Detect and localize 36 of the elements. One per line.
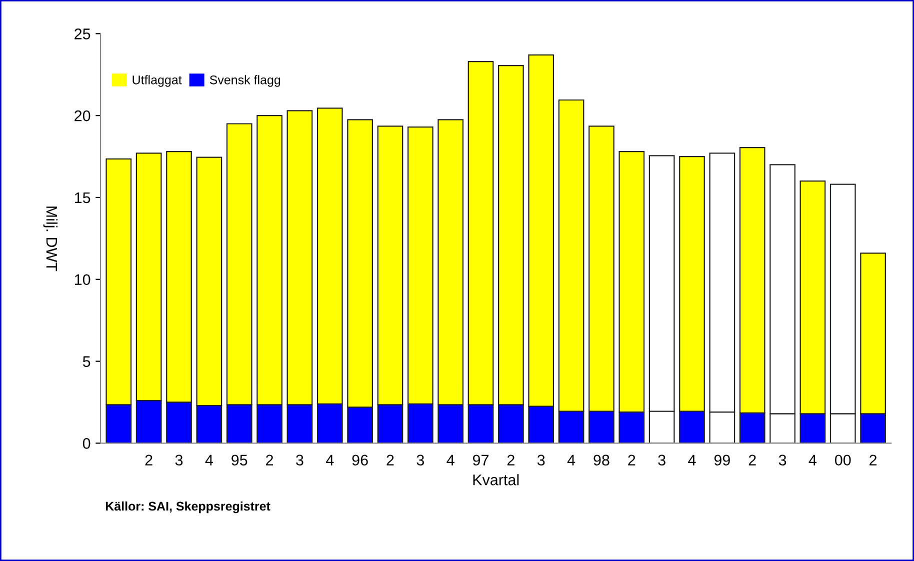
x-tick-label: 98 [594, 454, 610, 466]
x-tick-label: 2 [386, 454, 394, 466]
y-tick-label: 20 [74, 110, 90, 122]
x-tick-label: 3 [658, 454, 666, 466]
x-tick-label: 99 [714, 454, 730, 466]
legend-label: Svensk flagg [210, 75, 280, 87]
x-tick-label: 4 [567, 454, 576, 466]
text: Källor: SAI, Skeppsregistret [106, 501, 270, 514]
y-tick-label: 10 [74, 274, 90, 286]
x-tick-label: 95 [232, 454, 248, 466]
y-tick-label: 0 [82, 438, 90, 449]
x-tick-label: 3 [416, 454, 424, 466]
x-tick-label: 2 [266, 454, 274, 466]
x-tick-label: 3 [296, 454, 304, 466]
x-tick-label: 2 [748, 454, 756, 466]
x-tick-label: 2 [507, 454, 514, 466]
x-axis-title: Kvartal [473, 474, 519, 486]
x-tick-label: 4 [688, 454, 696, 466]
x-tick-label: 3 [175, 454, 183, 466]
x-tick-label: 2 [870, 454, 877, 466]
x-tick-label: 97 [472, 454, 488, 466]
x-tick-label: 2 [628, 454, 636, 466]
x-tick-label: 3 [778, 454, 786, 466]
y-tick-label: 25 [74, 28, 90, 40]
x-tick-label: 4 [446, 454, 454, 466]
x-tick-label: 4 [326, 454, 334, 466]
y-axis-title: Milj. DWT [43, 206, 58, 272]
legend-label: Utflaggat [132, 75, 182, 87]
y-tick-label: 5 [82, 356, 90, 367]
x-tick-label: 2 [145, 454, 152, 466]
x-tick-label: 4 [808, 454, 816, 466]
x-tick-label: 00 [834, 454, 851, 466]
x-tick-label: 96 [352, 454, 368, 466]
x-tick-label: 4 [205, 454, 213, 466]
y-tick-label: 15 [74, 192, 90, 204]
x-tick-label: 3 [537, 454, 545, 466]
